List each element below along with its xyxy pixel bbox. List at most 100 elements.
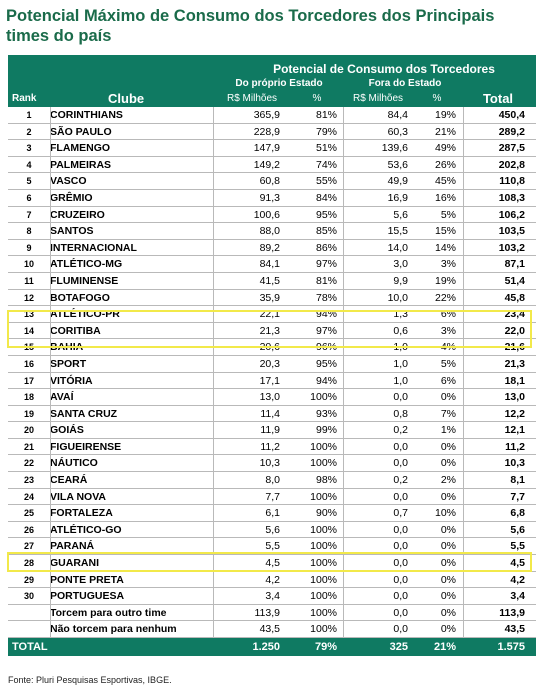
rs-proprio-cell: 4,2 bbox=[265, 573, 280, 586]
club-cell: SANTOS bbox=[50, 225, 94, 238]
rs-fora-cell: 0,0 bbox=[393, 606, 408, 619]
rs-fora-cell: 0,0 bbox=[393, 523, 408, 536]
pct-proprio-cell: 100% bbox=[310, 557, 337, 570]
rs-fora-cell: 0,0 bbox=[393, 540, 408, 553]
table-row: 27 PARANÁ 5,5 100% 0,0 0% 5,5 bbox=[8, 538, 536, 556]
pct-proprio-cell: 84% bbox=[315, 191, 337, 204]
header-fora-do-estado: Fora do Estado bbox=[368, 78, 442, 89]
total-cell: 11,2 bbox=[505, 440, 525, 453]
total-cell: 287,5 bbox=[498, 142, 525, 155]
club-cell: FORTALEZA bbox=[50, 507, 113, 520]
table-row: 10 ATLÉTICO-MG 84,1 97% 3,0 3% 87,1 bbox=[8, 256, 536, 273]
club-cell: VILA NOVA bbox=[50, 490, 107, 503]
rank-cell: 3 bbox=[26, 143, 32, 154]
pct-fora-cell: 45% bbox=[434, 175, 456, 188]
total-cell: 103,5 bbox=[498, 225, 525, 238]
rank-cell: 23 bbox=[23, 475, 34, 486]
total-row: TOTAL 1.250 79% 325 21% 1.575 bbox=[8, 638, 536, 656]
table-row: 29 PONTE PRETA 4,2 100% 0,0 0% 4,2 bbox=[8, 572, 536, 589]
pct-fora-cell: 6% bbox=[440, 374, 456, 387]
table-row: Torcem para outro time 113,9 100% 0,0 0% 113,… bbox=[8, 605, 536, 622]
table-row: 20 GOIÁS 11,9 99% 0,2 1% 12,1 bbox=[8, 422, 536, 439]
rs-fora-cell: 1,0 bbox=[393, 374, 408, 387]
rs-fora-cell: 1,3 bbox=[393, 308, 408, 321]
header-do-proprio-estado: Do próprio Estado bbox=[235, 78, 323, 89]
club-cell: PALMEIRAS bbox=[50, 158, 112, 171]
club-cell: Não torcem para nenhum bbox=[50, 623, 177, 636]
total-cell: 12,1 bbox=[504, 424, 525, 437]
table-row: 3 FLAMENGO 147,9 51% 139,6 49% 287,5 bbox=[8, 140, 536, 157]
header-potencial: Potencial de Consumo dos Torcedores bbox=[273, 62, 495, 76]
club-cell: VASCO bbox=[50, 175, 87, 188]
total-pct-fora: 21% bbox=[433, 641, 456, 653]
pct-proprio-cell: 93% bbox=[315, 407, 337, 420]
header-rs-milhoes-proprio: R$ Milhões bbox=[226, 93, 278, 104]
club-cell: CORINTHIANS bbox=[50, 109, 123, 121]
total-cell: 6,8 bbox=[510, 507, 525, 520]
table-row: 26 ATLÉTICO-GO 5,6 100% 0,0 0% 5,6 bbox=[8, 522, 536, 539]
club-cell: FLAMENGO bbox=[50, 142, 111, 155]
rs-fora-cell: 0,0 bbox=[393, 440, 408, 453]
rs-fora-cell: 0,0 bbox=[393, 490, 408, 503]
rank-cell: 17 bbox=[23, 375, 34, 386]
pct-proprio-cell: 55% bbox=[315, 175, 337, 188]
club-cell: PARANÁ bbox=[50, 540, 95, 553]
rs-proprio-cell: 365,9 bbox=[253, 109, 280, 121]
club-cell: FLUMINENSE bbox=[50, 274, 119, 287]
pct-fora-cell: 6% bbox=[440, 308, 456, 321]
table-row: 21 FIGUEIRENSE 11,2 100% 0,0 0% 11,2 bbox=[8, 439, 536, 456]
rs-fora-cell: 0,0 bbox=[393, 457, 408, 470]
pct-fora-cell: 16% bbox=[434, 191, 456, 204]
table-row: 2 SÃO PAULO 228,9 79% 60,3 21% 289,2 bbox=[8, 124, 536, 141]
pct-proprio-cell: 99% bbox=[315, 424, 337, 437]
rs-proprio-cell: 149,2 bbox=[253, 158, 280, 171]
table-row: 9 INTERNACIONAL 89,2 86% 14,0 14% 103,2 bbox=[8, 240, 536, 257]
pct-fora-cell: 0% bbox=[440, 440, 456, 453]
pct-fora-cell: 1% bbox=[440, 424, 456, 437]
total-cell: 3,4 bbox=[510, 590, 525, 603]
consumption-table: Potencial de Consumo dos Torcedores Rank… bbox=[8, 55, 536, 656]
rank-cell: 27 bbox=[23, 541, 34, 552]
rs-proprio-cell: 11,9 bbox=[260, 424, 280, 437]
total-cell: 289,2 bbox=[498, 125, 525, 138]
total-rs-proprio: 1.250 bbox=[252, 641, 280, 653]
pct-proprio-cell: 100% bbox=[310, 573, 337, 586]
pct-fora-cell: 0% bbox=[440, 391, 456, 404]
club-cell: CRUZEIRO bbox=[50, 208, 105, 221]
pct-fora-cell: 2% bbox=[440, 474, 456, 487]
total-cell: 7,7 bbox=[510, 490, 525, 503]
total-cell: 12,2 bbox=[504, 407, 525, 420]
header-pct-proprio: % bbox=[312, 93, 322, 104]
rs-proprio-cell: 20,6 bbox=[259, 341, 280, 354]
club-cell: GRÊMIO bbox=[50, 191, 93, 204]
total-cell: 202,8 bbox=[498, 158, 525, 171]
pct-fora-cell: 14% bbox=[434, 241, 456, 254]
club-cell: NÁUTICO bbox=[50, 457, 98, 470]
rs-fora-cell: 139,6 bbox=[381, 142, 408, 155]
pct-proprio-cell: 100% bbox=[310, 540, 337, 553]
rs-proprio-cell: 5,6 bbox=[265, 523, 280, 536]
table-row: 25 FORTALEZA 6,1 90% 0,7 10% 6,8 bbox=[8, 505, 536, 522]
rs-proprio-cell: 17,1 bbox=[259, 374, 280, 387]
pct-proprio-cell: 100% bbox=[310, 523, 337, 536]
pct-fora-cell: 21% bbox=[434, 125, 456, 138]
rank-cell: 22 bbox=[23, 458, 34, 469]
total-cell: 113,9 bbox=[499, 606, 525, 619]
pct-proprio-cell: 79% bbox=[315, 125, 337, 138]
club-cell: CORITIBA bbox=[50, 324, 101, 337]
rs-fora-cell: 15,5 bbox=[387, 225, 408, 238]
rs-fora-cell: 0,0 bbox=[393, 391, 408, 404]
club-cell: FIGUEIRENSE bbox=[50, 440, 122, 453]
header-rs-milhoes-fora: R$ Milhões bbox=[352, 93, 404, 104]
total-cell: 18,1 bbox=[504, 374, 525, 387]
rs-fora-cell: 0,0 bbox=[393, 623, 408, 636]
club-cell: PONTE PRETA bbox=[50, 573, 124, 586]
header-rank: Rank bbox=[12, 93, 37, 104]
pct-proprio-cell: 94% bbox=[315, 374, 337, 387]
pct-proprio-cell: 100% bbox=[310, 440, 337, 453]
club-cell: CEARÁ bbox=[50, 474, 88, 487]
rank-cell: 18 bbox=[23, 392, 34, 403]
table-row: 13 ATLÉTICO-PR 22,1 94% 1,3 6% 23,4 bbox=[8, 306, 536, 323]
total-cell: 10,3 bbox=[504, 457, 525, 470]
pct-fora-cell: 0% bbox=[440, 523, 456, 536]
